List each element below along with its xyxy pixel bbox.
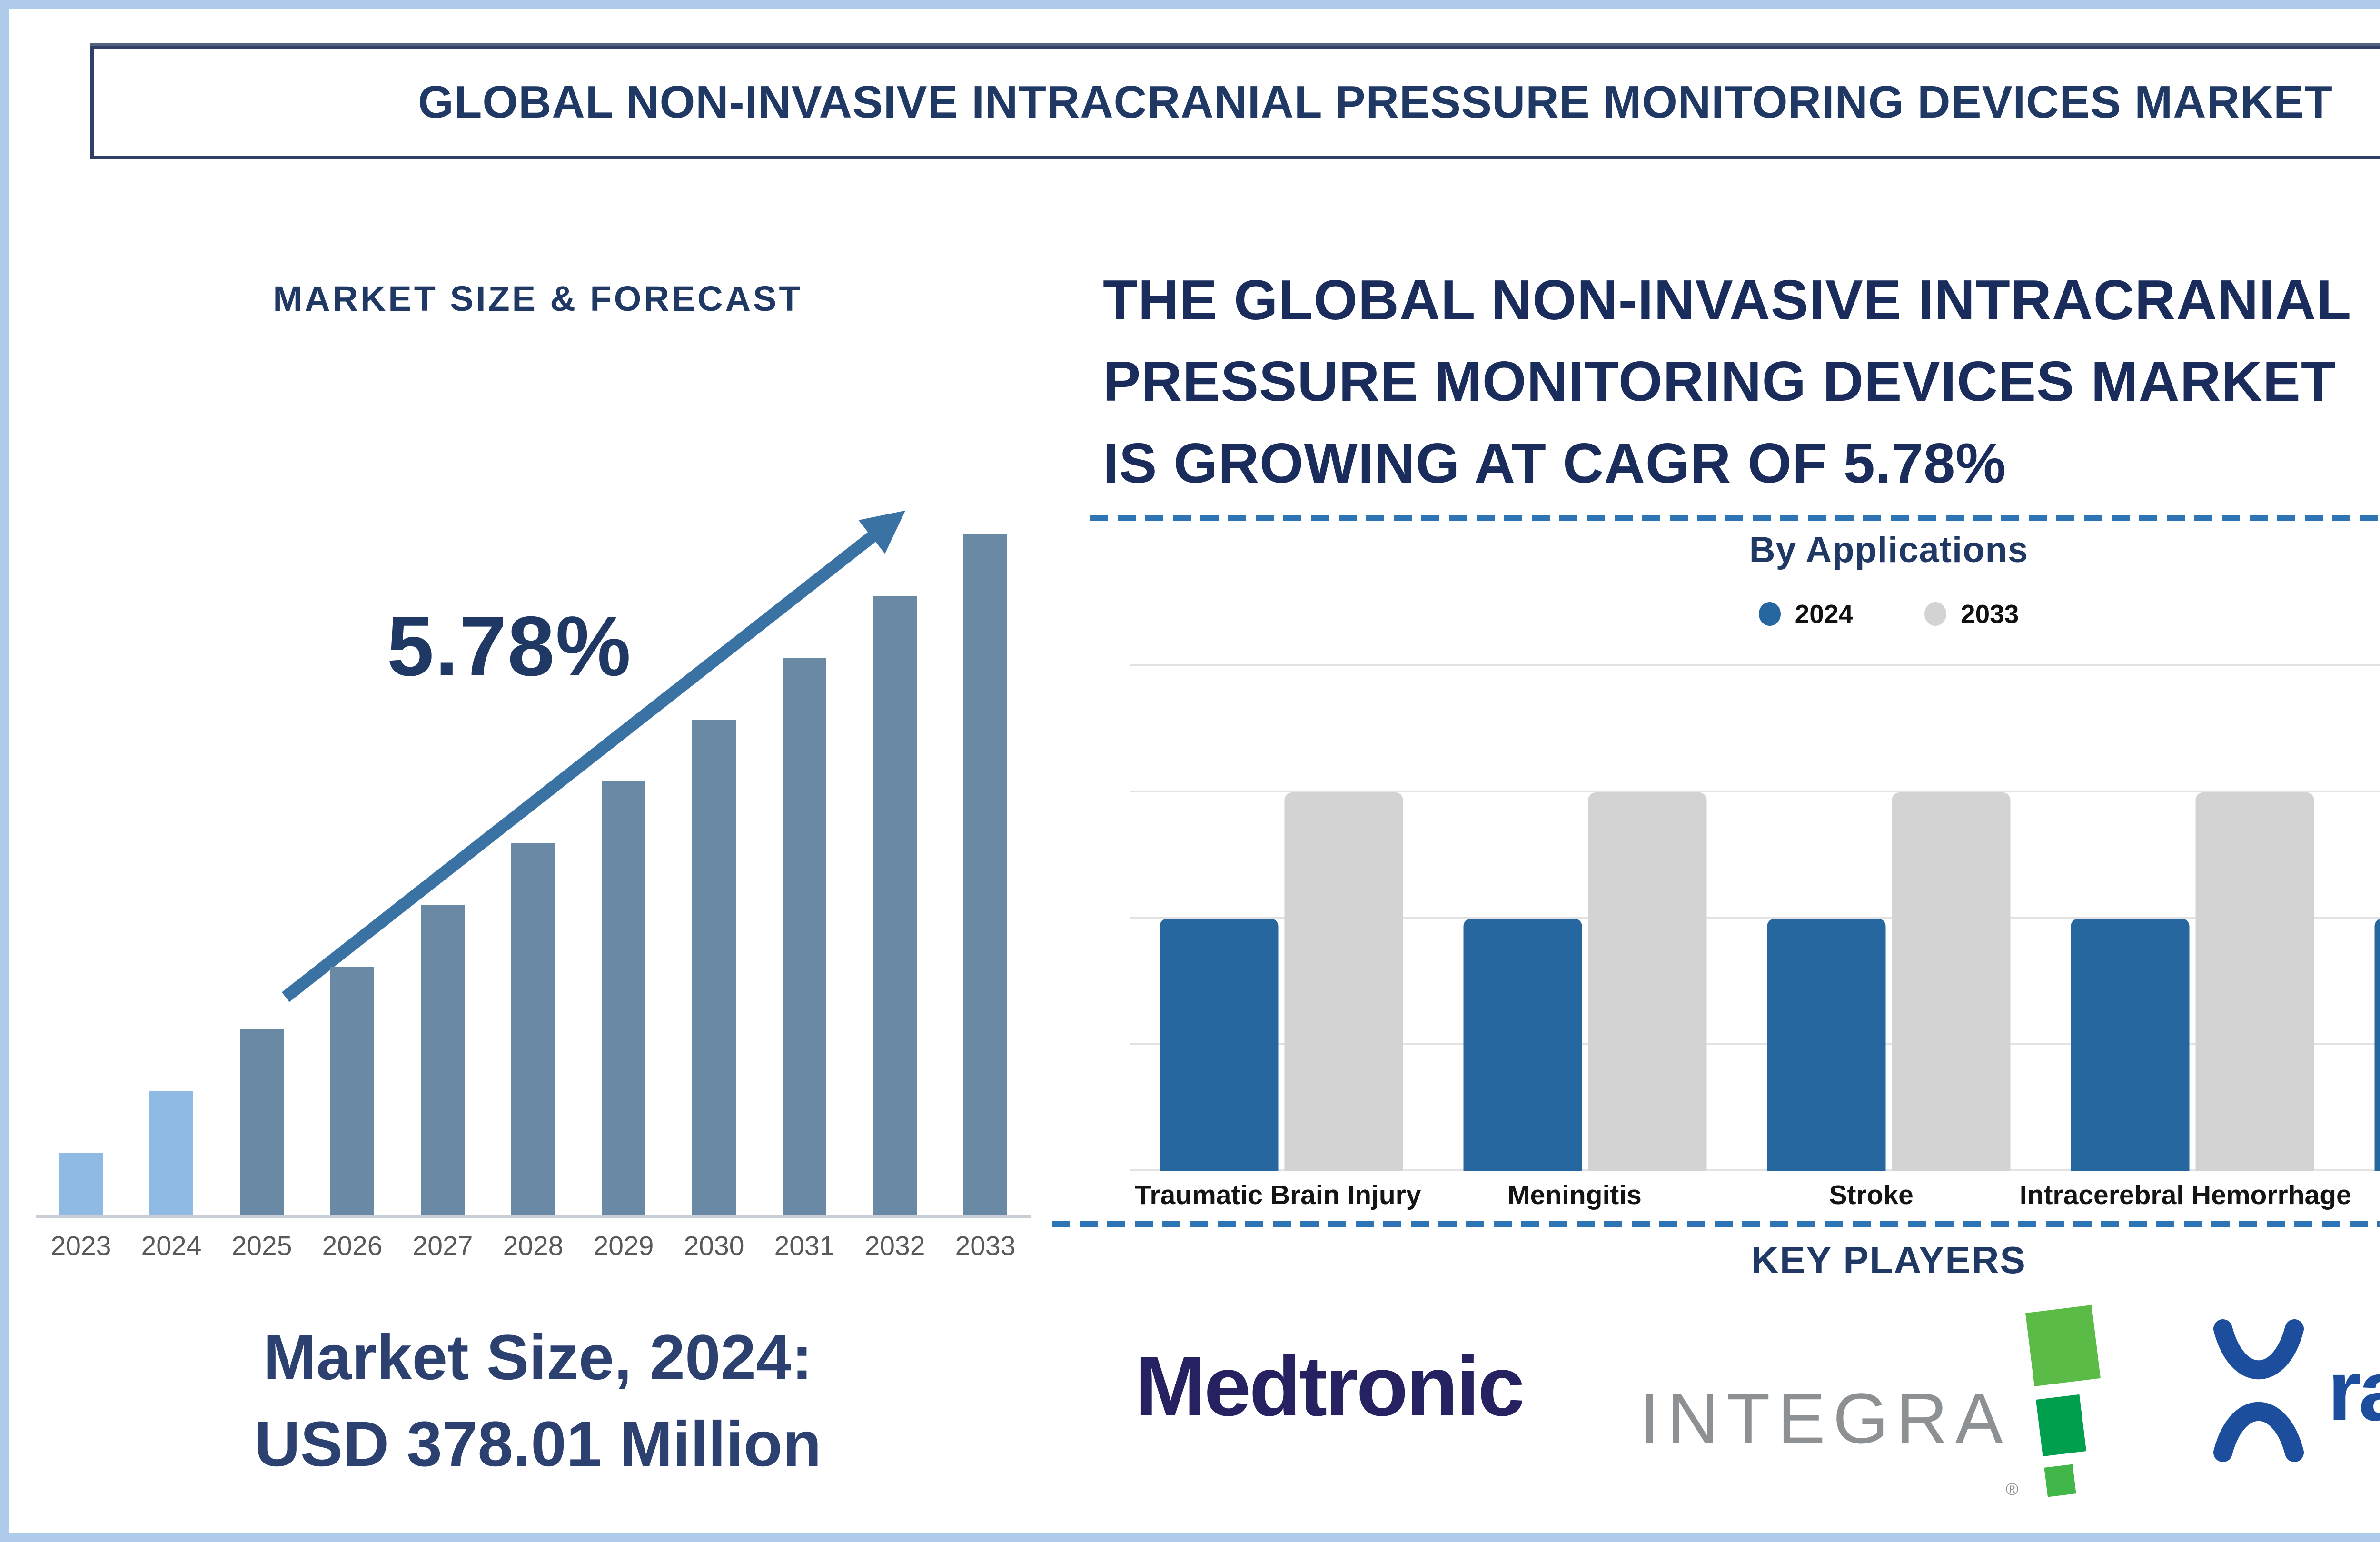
application-group-2: [1433, 666, 1737, 1171]
market-size-caption: Market Size, 2024: USD 378.01 Million: [254, 1322, 822, 1480]
title-banner: GLOBAL NON-INVASIVE INTRACRANIAL PRESSUR…: [90, 46, 2380, 159]
gridline: [1130, 791, 2380, 792]
dashed-divider-top: [1090, 515, 2380, 521]
category-label-5: Others: [2351, 1179, 2380, 1211]
forecast-year-label-2028: 2028: [503, 1231, 564, 1261]
bar-2033-meningitis: [1588, 792, 1707, 1171]
integra-green-mark-icon: [2021, 1305, 2112, 1509]
forecast-bar-2029: [602, 781, 645, 1215]
forecast-column-2026: [307, 534, 397, 1215]
integra-wordmark: INTEGRA: [1640, 1378, 2011, 1458]
bar-2024-meningitis: [1463, 919, 1582, 1171]
forecast-bar-2032: [873, 596, 917, 1215]
category-label-4: Intracerebral Hemorrhage: [2019, 1180, 2351, 1210]
raumedic-logo: raumedic: [2211, 1319, 2380, 1462]
forecast-bar-2027: [421, 905, 465, 1215]
legend-item-2024: 2024: [1758, 599, 1853, 629]
application-group-5: [2344, 666, 2380, 1171]
forecast-bar-2025: [240, 1029, 284, 1215]
forecast-column-2023: [36, 534, 126, 1215]
forecast-bar-2024: [149, 1091, 193, 1215]
market-size-forecast-chart: 2023 2024 2025 2026 2027 2028 2029 2030 2031 2032…: [36, 534, 1031, 1262]
legend-item-2033: 2033: [1924, 599, 2019, 629]
gridline: [1130, 664, 2380, 666]
legend-label-2024: 2024: [1795, 599, 1853, 629]
forecast-bar-2028: [511, 843, 555, 1215]
legend-dot-2024: [1758, 602, 1781, 626]
bar-2033-intracerebral-hemorrhage: [2195, 792, 2314, 1171]
forecast-column-2025: [217, 534, 307, 1215]
forecast-year-label-2030: 2030: [684, 1231, 744, 1261]
bar-2033-stroke: [1892, 792, 2011, 1171]
forecast-column-2027: [397, 534, 488, 1215]
bar-2024-others: [2374, 919, 2380, 1171]
medtronic-wordmark: Medtronic: [1135, 1339, 1525, 1433]
application-group-1: [1130, 666, 1433, 1171]
medtronic-logo: Medtronic: [1135, 1337, 1525, 1435]
forecast-year-label-2029: 2029: [593, 1231, 654, 1261]
integra-logo: INTEGRA ®: [1640, 1305, 2112, 1518]
forecast-year-label-2023: 2023: [50, 1231, 111, 1261]
forecast-year-axis: 2023 2024 2025 2026 2027 2028 2029 2030 2031 2032…: [36, 1230, 1031, 1262]
forecast-bar-2023: [59, 1153, 103, 1215]
raumedic-wordmark: raumedic: [2328, 1343, 2380, 1439]
trend-arrow-icon: [281, 510, 906, 1002]
market-size-forecast-heading: MARKET SIZE & FORECAST: [273, 279, 803, 318]
forecast-bar-2033: [963, 534, 1007, 1215]
growth-statement: THE GLOBAL NON-INVASIVE INTRACRANIAL PRE…: [1103, 268, 2352, 495]
category-label-2: Meningitis: [1507, 1180, 1642, 1210]
forecast-bar-2026: [330, 967, 374, 1215]
forecast-year-label-2026: 2026: [322, 1231, 383, 1261]
gridline: [1130, 1169, 2380, 1171]
legend-label-2033: 2033: [1961, 599, 2019, 629]
page-title: GLOBAL NON-INVASIVE INTRACRANIAL PRESSUR…: [418, 77, 2333, 128]
bar-2024-stroke: [1767, 919, 1886, 1171]
category-label-1: Traumatic Brain Injury: [1134, 1180, 1421, 1210]
gridline: [1130, 917, 2380, 919]
applications-chart: [1130, 664, 2380, 1171]
forecast-column-2030: [669, 534, 759, 1215]
forecast-column-2028: [488, 534, 578, 1215]
key-players-heading: KEY PLAYERS: [1751, 1239, 2026, 1281]
bar-2024-intracerebral-hemorrhage: [2071, 919, 2190, 1171]
gridline: [1130, 1043, 2380, 1045]
applications-bar-groups: [1130, 666, 2380, 1171]
forecast-year-label-2025: 2025: [231, 1231, 292, 1261]
legend-dot-2033: [1924, 602, 1946, 626]
forecast-bars-area: [36, 534, 1031, 1218]
forecast-column-2032: [850, 534, 940, 1215]
forecast-bar-2030: [692, 720, 736, 1215]
forecast-bar-2031: [783, 658, 826, 1215]
forecast-year-label-2031: 2031: [774, 1231, 835, 1261]
application-group-4: [2041, 666, 2344, 1171]
forecast-column-2024: [126, 534, 217, 1215]
bar-2024-traumatic-brain-injury: [1160, 919, 1279, 1171]
forecast-year-label-2024: 2024: [141, 1231, 202, 1261]
by-applications-heading: By Applications: [1749, 530, 2029, 570]
applications-category-axis: Traumatic Brain Injury Meningitis Stroke In…: [1130, 1179, 2380, 1211]
forecast-year-label-2033: 2033: [955, 1231, 1016, 1261]
registered-trademark-icon: ®: [2005, 1479, 2019, 1499]
raumedic-x-icon: [2213, 1319, 2304, 1462]
applications-legend: 2024 2033: [1130, 599, 2380, 629]
forecast-year-label-2032: 2032: [864, 1231, 925, 1261]
category-label-3: Stroke: [1829, 1180, 1914, 1210]
forecast-column-2029: [578, 534, 669, 1215]
cagr-value-label: 5.78%: [387, 599, 632, 693]
forecast-year-label-2027: 2027: [412, 1231, 473, 1261]
application-group-3: [1737, 666, 2041, 1171]
forecast-column-2033: [940, 534, 1031, 1215]
dashed-divider-bottom: [1052, 1221, 2380, 1227]
forecast-column-2031: [759, 534, 850, 1215]
bar-2033-traumatic-brain-injury: [1284, 792, 1403, 1171]
